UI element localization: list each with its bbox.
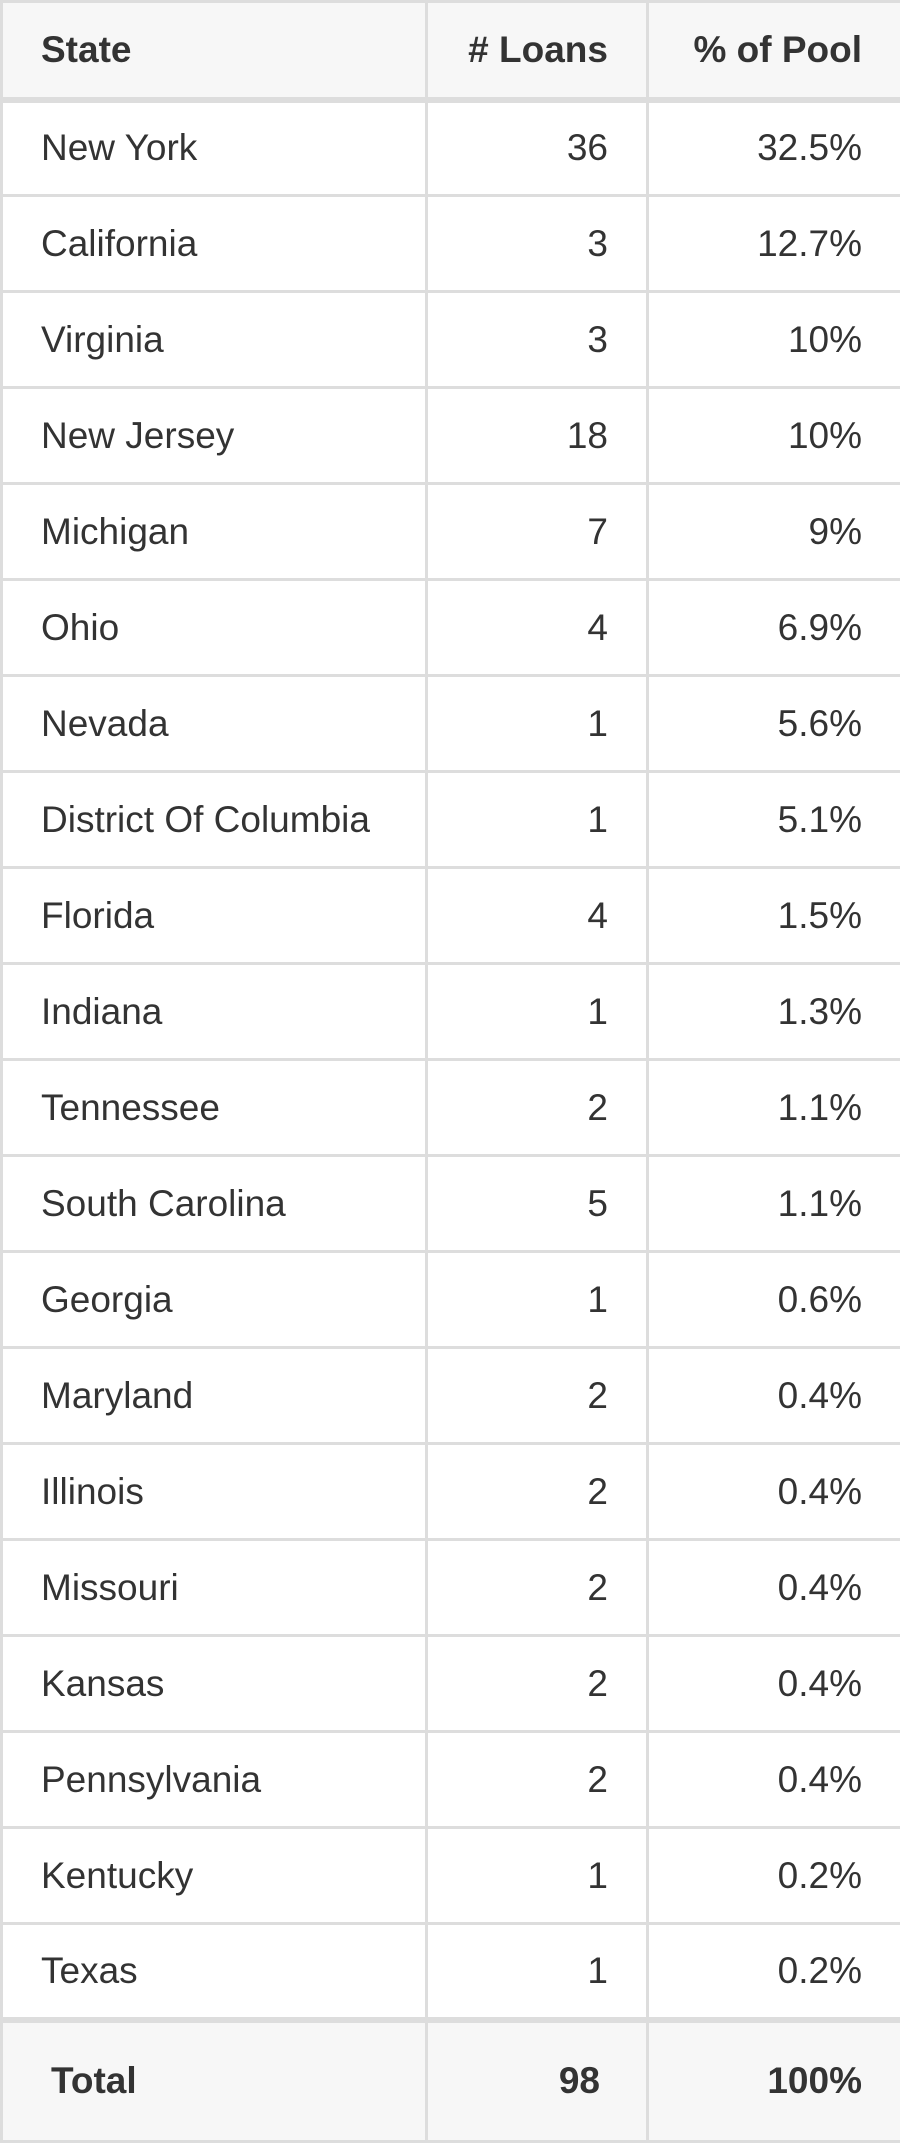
- loans-cell: 1: [425, 1826, 649, 1925]
- loans-cell: 36: [425, 98, 649, 197]
- loans-cell: 2: [425, 1538, 649, 1637]
- state-cell: South Carolina: [0, 1154, 428, 1253]
- loans-cell: 2: [425, 1730, 649, 1829]
- loans-cell: 3: [425, 194, 649, 293]
- loans-cell: 2: [425, 1442, 649, 1541]
- pct-cell: 0.4%: [646, 1346, 900, 1445]
- pct-cell: 10%: [646, 386, 900, 485]
- pct-cell: 1.3%: [646, 962, 900, 1061]
- state-cell: Michigan: [0, 482, 428, 581]
- state-cell: Kansas: [0, 1634, 428, 1733]
- loans-cell: 2: [425, 1346, 649, 1445]
- table-row: Tennessee 2 1.1%: [0, 1058, 900, 1157]
- loans-cell: 1: [425, 770, 649, 869]
- table-row: Kansas 2 0.4%: [0, 1634, 900, 1733]
- pct-cell: 12.7%: [646, 194, 900, 293]
- table-row: Missouri 2 0.4%: [0, 1538, 900, 1637]
- pct-cell: 0.2%: [646, 1922, 900, 2021]
- total-label: Total: [0, 2016, 428, 2143]
- state-cell: New Jersey: [0, 386, 428, 485]
- state-cell: Illinois: [0, 1442, 428, 1541]
- total-row: Total 98 100%: [0, 2016, 900, 2143]
- table-row: California 3 12.7%: [0, 194, 900, 293]
- pct-cell: 0.4%: [646, 1538, 900, 1637]
- table-row: New York 36 32.5%: [0, 98, 900, 197]
- loans-cell: 1: [425, 962, 649, 1061]
- table-row: District Of Columbia 1 5.1%: [0, 770, 900, 869]
- state-cell: Maryland: [0, 1346, 428, 1445]
- total-pct: 100%: [646, 2016, 900, 2143]
- state-cell: Ohio: [0, 578, 428, 677]
- loans-cell: 2: [425, 1058, 649, 1157]
- loans-cell: 7: [425, 482, 649, 581]
- table-body: New York 36 32.5% California 3 12.7% Virginia 3…: [0, 98, 900, 2021]
- table-row: Florida 4 1.5%: [0, 866, 900, 965]
- pct-cell: 0.4%: [646, 1730, 900, 1829]
- table-row: Virginia 3 10%: [0, 290, 900, 389]
- table-row: Texas 1 0.2%: [0, 1922, 900, 2021]
- header-state: State: [0, 0, 428, 103]
- header-loans: # Loans: [425, 0, 649, 103]
- table-row: Nevada 1 5.6%: [0, 674, 900, 773]
- pct-cell: 1.1%: [646, 1058, 900, 1157]
- header-row: State # Loans % of Pool: [0, 0, 900, 103]
- loans-cell: 1: [425, 1250, 649, 1349]
- state-cell: California: [0, 194, 428, 293]
- table-row: Michigan 7 9%: [0, 482, 900, 581]
- table-row: New Jersey 18 10%: [0, 386, 900, 485]
- state-cell: New York: [0, 98, 428, 197]
- state-cell: Tennessee: [0, 1058, 428, 1157]
- pct-cell: 0.6%: [646, 1250, 900, 1349]
- loans-cell: 2: [425, 1634, 649, 1733]
- loans-cell: 5: [425, 1154, 649, 1253]
- state-cell: Florida: [0, 866, 428, 965]
- pct-cell: 1.1%: [646, 1154, 900, 1253]
- table-row: Ohio 4 6.9%: [0, 578, 900, 677]
- pct-cell: 6.9%: [646, 578, 900, 677]
- state-cell: Georgia: [0, 1250, 428, 1349]
- state-cell: Nevada: [0, 674, 428, 773]
- total-loans: 98: [425, 2016, 649, 2143]
- pct-cell: 0.4%: [646, 1442, 900, 1541]
- state-cell: Kentucky: [0, 1826, 428, 1925]
- loans-cell: 1: [425, 1922, 649, 2021]
- pct-cell: 0.4%: [646, 1634, 900, 1733]
- pct-cell: 1.5%: [646, 866, 900, 965]
- state-cell: Missouri: [0, 1538, 428, 1637]
- table-row: Illinois 2 0.4%: [0, 1442, 900, 1541]
- loans-cell: 18: [425, 386, 649, 485]
- pct-cell: 0.2%: [646, 1826, 900, 1925]
- pct-cell: 32.5%: [646, 98, 900, 197]
- state-cell: Indiana: [0, 962, 428, 1061]
- pct-cell: 10%: [646, 290, 900, 389]
- state-cell: Pennsylvania: [0, 1730, 428, 1829]
- pct-cell: 9%: [646, 482, 900, 581]
- table-row: South Carolina 5 1.1%: [0, 1154, 900, 1253]
- header-pct-of-pool: % of Pool: [646, 0, 900, 103]
- table-row: Pennsylvania 2 0.4%: [0, 1730, 900, 1829]
- loans-cell: 4: [425, 578, 649, 677]
- loans-cell: 1: [425, 674, 649, 773]
- table-row: Kentucky 1 0.2%: [0, 1826, 900, 1925]
- table-row: Indiana 1 1.3%: [0, 962, 900, 1061]
- pct-cell: 5.1%: [646, 770, 900, 869]
- loans-cell: 4: [425, 866, 649, 965]
- table-row: Maryland 2 0.4%: [0, 1346, 900, 1445]
- table-footer: Total 98 100%: [0, 2016, 900, 2143]
- table-row: Georgia 1 0.6%: [0, 1250, 900, 1349]
- state-cell: Virginia: [0, 290, 428, 389]
- state-cell: District Of Columbia: [0, 770, 428, 869]
- loans-cell: 3: [425, 290, 649, 389]
- pct-cell: 5.6%: [646, 674, 900, 773]
- table-header: State # Loans % of Pool: [0, 0, 900, 103]
- state-cell: Texas: [0, 1922, 428, 2021]
